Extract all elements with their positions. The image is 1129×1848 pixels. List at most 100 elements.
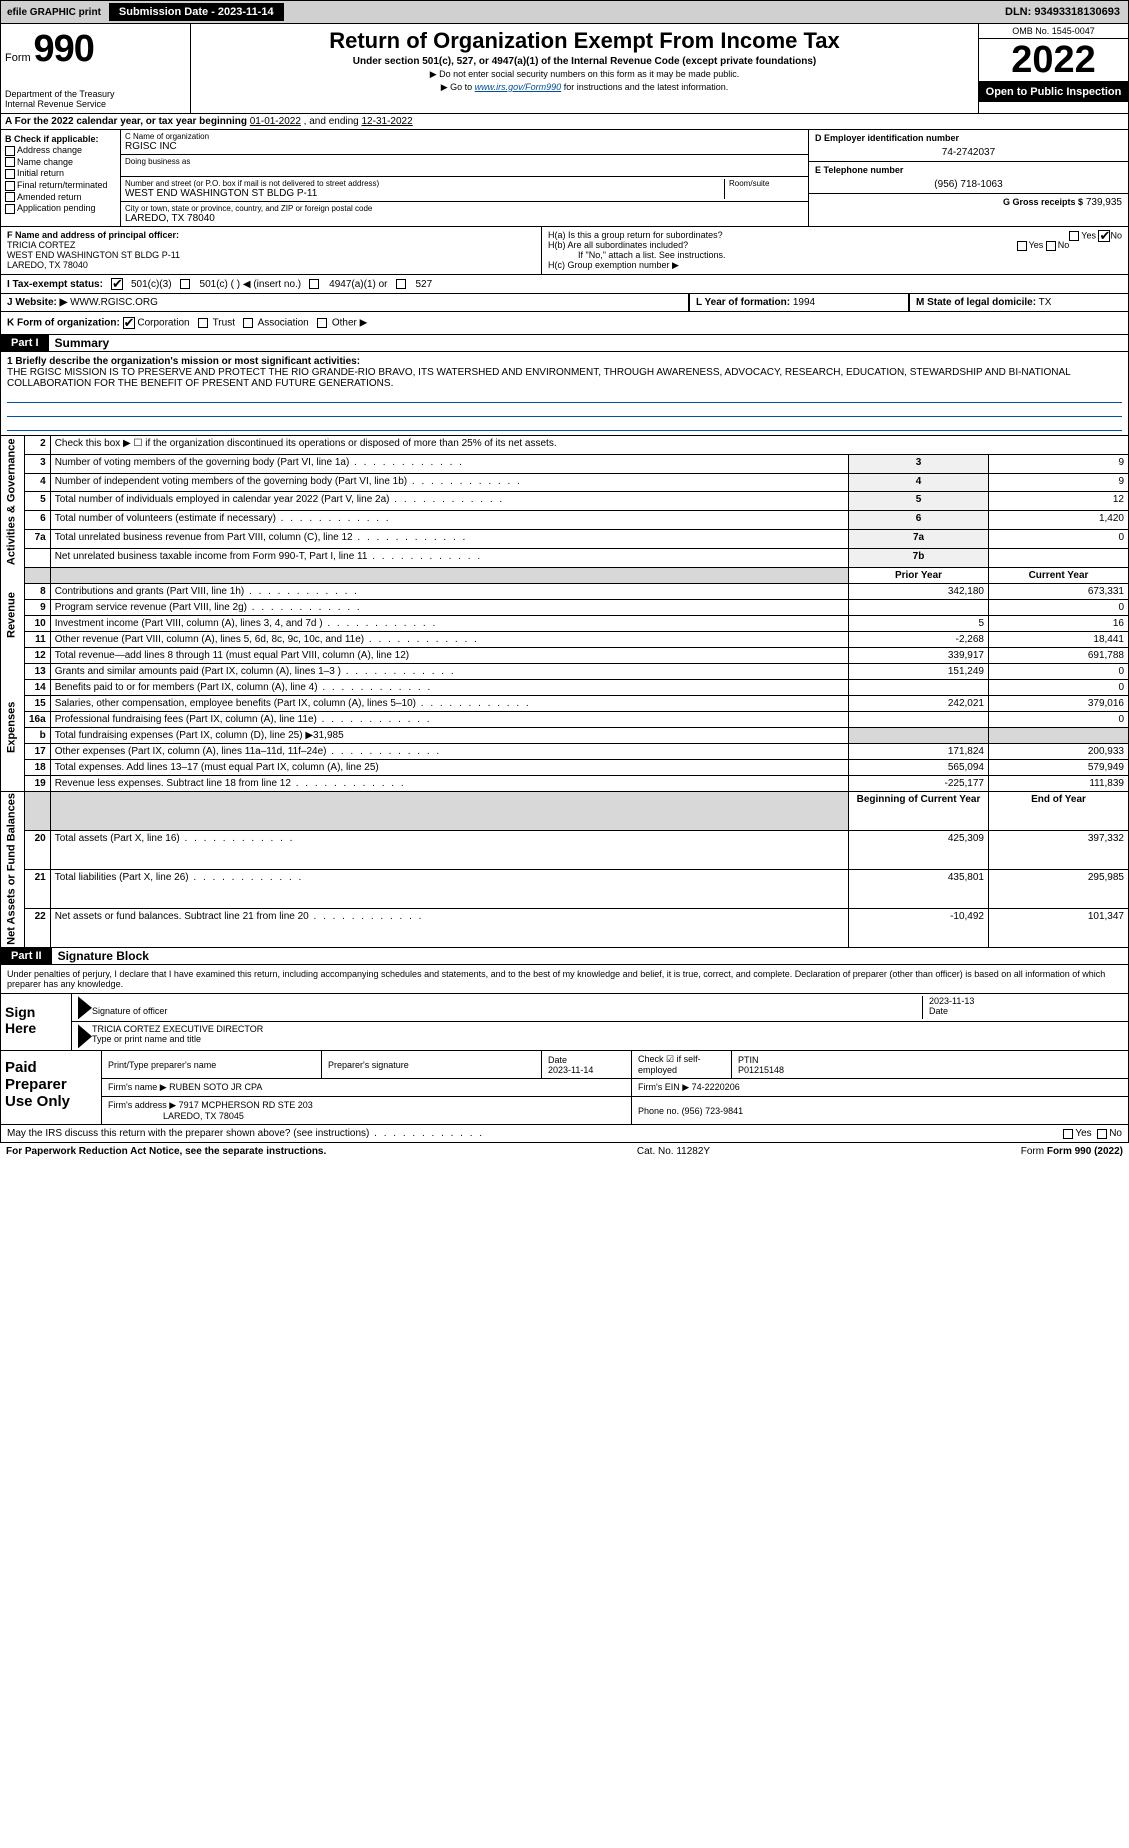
q1-label: 1 Briefly describe the organization's mi… — [7, 356, 360, 367]
curr-val: 673,331 — [989, 583, 1129, 599]
ha-no: No — [1110, 230, 1122, 240]
line-box: 4 — [849, 473, 989, 492]
hc-label: H(c) Group exemption number ▶ — [548, 260, 1122, 271]
curr-val: 379,016 — [989, 695, 1129, 711]
addr-value: WEST END WASHINGTON ST BLDG P-11 — [125, 188, 724, 199]
prior-val: -2,268 — [849, 631, 989, 647]
officer-addr1: WEST END WASHINGTON ST BLDG P-11 — [7, 250, 180, 260]
opt-trust: Trust — [213, 318, 235, 329]
firm-name-label: Firm's name ▶ — [108, 1082, 167, 1092]
part2-header: Part II Signature Block — [0, 948, 1129, 965]
row-l: L Year of formation: 1994 — [689, 294, 909, 312]
line-box: 7a — [849, 529, 989, 548]
firm-phone-val: (956) 723-9841 — [682, 1106, 744, 1116]
line-val — [989, 548, 1129, 567]
line-num: 2 — [25, 436, 51, 454]
chk-initial-return[interactable]: Initial return — [5, 168, 116, 179]
note2-post: for instructions and the latest informat… — [564, 82, 729, 92]
top-bar: efile GRAPHIC print Submission Date - 20… — [0, 0, 1129, 24]
spacer — [25, 567, 51, 583]
summary-table: Activities & Governance 2 Check this box… — [0, 436, 1129, 948]
ha-label: H(a) Is this a group return for subordin… — [548, 230, 723, 240]
part1-header: Part I Summary — [0, 335, 1129, 352]
discuss-no-check[interactable] — [1097, 1129, 1107, 1139]
chk-amended[interactable]: Amended return — [5, 192, 116, 203]
line-desc: Number of voting members of the governin… — [50, 454, 848, 473]
city-value: LAREDO, TX 78040 — [125, 213, 804, 224]
line-desc: Salaries, other compensation, employee b… — [50, 695, 848, 711]
line-desc: Revenue less expenses. Subtract line 18 … — [50, 775, 848, 791]
chk-app-pending[interactable]: Application pending — [5, 203, 116, 214]
part1-badge: Part I — [1, 335, 49, 351]
side-revenue: Revenue — [1, 567, 25, 663]
line-desc: Grants and similar amounts paid (Part IX… — [50, 663, 848, 679]
arrow-icon — [78, 996, 92, 1019]
hb-yes: Yes — [1029, 240, 1044, 250]
prep-name-label: Print/Type preparer's name — [102, 1051, 322, 1079]
header-left: Form 990 Department of the Treasury Inte… — [1, 24, 191, 113]
line-box: 6 — [849, 511, 989, 530]
c-label: C Name of organization — [125, 132, 804, 141]
side-expenses: Expenses — [1, 663, 25, 791]
section-a: A For the 2022 calendar year, or tax yea… — [0, 114, 1129, 130]
line-box: 7b — [849, 548, 989, 567]
line-desc: Total number of individuals employed in … — [50, 492, 848, 511]
ha-no-check[interactable] — [1098, 230, 1110, 242]
opt-corp: Corporation — [137, 318, 189, 329]
line-desc: Total liabilities (Part X, line 26) — [50, 869, 848, 908]
curr-val: 0 — [989, 711, 1129, 727]
line-num: 5 — [25, 492, 51, 511]
chk-final-return[interactable]: Final return/terminated — [5, 180, 116, 191]
line-desc: Other expenses (Part IX, column (A), lin… — [50, 743, 848, 759]
phone-value: (956) 718-1063 — [815, 179, 1122, 190]
prior-val: 339,917 — [849, 647, 989, 663]
open-inspection: Open to Public Inspection — [979, 82, 1128, 102]
g-label: G Gross receipts $ — [1003, 197, 1083, 207]
chk-corp[interactable] — [123, 317, 135, 329]
line-num: 18 — [25, 759, 51, 775]
gross-receipts: 739,935 — [1086, 197, 1122, 208]
ptin-label: PTIN — [738, 1055, 759, 1065]
line-box: 3 — [849, 454, 989, 473]
discuss-yes-check[interactable] — [1063, 1129, 1073, 1139]
firm-phone-label: Phone no. — [638, 1106, 679, 1116]
box-h: H(a) Is this a group return for subordin… — [541, 227, 1128, 274]
firm-ein-val: 74-2220206 — [692, 1082, 740, 1092]
line-num: 20 — [25, 830, 51, 869]
form-title: Return of Organization Exempt From Incom… — [197, 28, 972, 54]
row-k: K Form of organization: Corporation Trus… — [0, 312, 1129, 335]
curr-val: 111,839 — [989, 775, 1129, 791]
row-m: M State of legal domicile: TX — [909, 294, 1129, 312]
irs-link[interactable]: www.irs.gov/Form990 — [475, 82, 562, 92]
dba-label: Doing business as — [125, 157, 804, 166]
line-desc: Investment income (Part VIII, column (A)… — [50, 615, 848, 631]
pra-notice: For Paperwork Reduction Act Notice, see … — [6, 1146, 326, 1157]
line-desc: Contributions and grants (Part VIII, lin… — [50, 583, 848, 599]
line-num: 12 — [25, 647, 51, 663]
line-val: 0 — [989, 529, 1129, 548]
note-2: ▶ Go to www.irs.gov/Form990 for instruct… — [197, 82, 972, 93]
section-a-pre: A For the 2022 calendar year, or tax yea… — [5, 116, 250, 127]
line-val: 1,420 — [989, 511, 1129, 530]
line-num: 11 — [25, 631, 51, 647]
chk-address-change[interactable]: Address change — [5, 145, 116, 156]
line-num: 6 — [25, 511, 51, 530]
form-prefix: Form — [5, 52, 31, 64]
box-f: F Name and address of principal officer:… — [1, 227, 541, 274]
eoy-hdr: End of Year — [989, 791, 1129, 830]
addr-label: Number and street (or P.O. box if mail i… — [125, 179, 724, 188]
hb-label: H(b) Are all subordinates included? — [548, 240, 688, 250]
officer-name: TRICIA CORTEZ — [7, 240, 75, 250]
submission-date-button[interactable]: Submission Date - 2023-11-14 — [109, 3, 284, 21]
line-num: 16a — [25, 711, 51, 727]
curr-val: 200,933 — [989, 743, 1129, 759]
line-num: 4 — [25, 473, 51, 492]
part1-title: Summary — [49, 336, 110, 350]
line-num: 17 — [25, 743, 51, 759]
line-num: 8 — [25, 583, 51, 599]
form-footer-text: Form 990 (2022) — [1047, 1146, 1123, 1157]
boy-val: 435,801 — [849, 869, 989, 908]
chk-501c3[interactable] — [111, 278, 123, 290]
line-box: 5 — [849, 492, 989, 511]
chk-name-change[interactable]: Name change — [5, 157, 116, 168]
